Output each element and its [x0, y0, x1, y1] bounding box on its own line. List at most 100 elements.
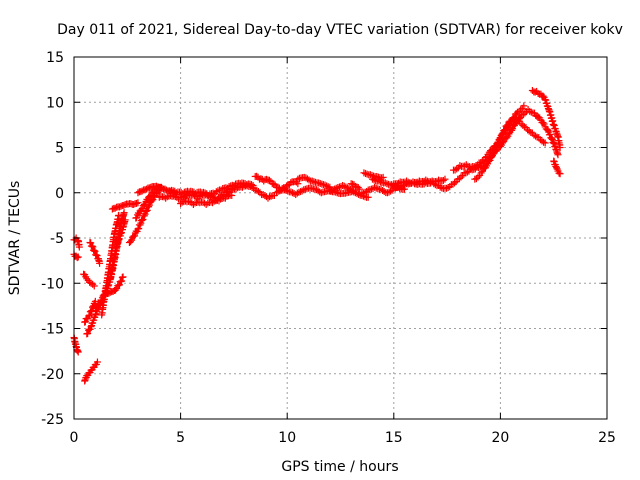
data-point	[148, 197, 156, 205]
data-point	[89, 280, 97, 288]
data-point	[142, 207, 150, 215]
x-tick-label: 10	[278, 430, 296, 446]
data-point	[143, 206, 151, 214]
data-point	[499, 130, 507, 138]
data-point	[192, 190, 200, 198]
chart-title: Day 011 of 2021, Sidereal Day-to-day VTE…	[57, 22, 623, 38]
data-point	[225, 183, 233, 191]
data-point	[331, 185, 339, 193]
y-axis-label: SDTVAR / TECUs	[7, 181, 23, 296]
data-point	[400, 185, 408, 193]
data-point	[511, 116, 519, 124]
y-tick-label: 0	[55, 186, 64, 202]
data-point	[520, 123, 528, 131]
data-point	[317, 189, 325, 197]
data-point	[133, 199, 141, 207]
data-point	[517, 120, 525, 128]
data-point	[488, 153, 496, 161]
data-point	[521, 109, 529, 117]
data-point	[368, 171, 376, 179]
data-point	[75, 243, 83, 251]
data-point	[505, 130, 513, 138]
data-point	[431, 181, 439, 189]
data-point	[371, 183, 379, 191]
data-point	[515, 108, 523, 116]
data-point	[100, 296, 108, 304]
data-point	[73, 254, 81, 262]
data-point	[308, 177, 316, 185]
data-point	[472, 175, 480, 183]
data-point	[453, 165, 461, 173]
data-point	[553, 164, 561, 172]
data-point	[544, 127, 552, 135]
data-point	[527, 108, 535, 116]
data-point	[373, 172, 381, 180]
data-point	[409, 179, 417, 187]
data-point	[74, 348, 82, 356]
data-point	[503, 122, 511, 130]
data-point	[323, 182, 331, 190]
data-point	[128, 236, 136, 244]
data-point	[508, 126, 516, 134]
data-point	[212, 188, 220, 196]
data-point	[541, 139, 549, 147]
data-point	[326, 187, 334, 195]
x-tick-label: 25	[598, 430, 616, 446]
data-point	[200, 188, 208, 196]
data-point	[135, 225, 143, 233]
y-tick-label: -20	[41, 367, 64, 383]
data-point	[439, 176, 447, 184]
data-point	[119, 273, 127, 281]
data-point	[546, 130, 554, 138]
data-point	[395, 179, 403, 187]
y-tick-label: 10	[46, 95, 64, 111]
data-point	[554, 151, 562, 159]
data-point	[548, 134, 556, 142]
data-point	[366, 171, 374, 179]
data-point	[501, 126, 509, 134]
data-point	[488, 152, 496, 160]
data-point	[441, 175, 449, 183]
data-point	[340, 182, 348, 190]
data-point	[126, 238, 134, 246]
data-point	[138, 205, 146, 213]
data-point	[443, 184, 451, 192]
data-point	[539, 119, 547, 127]
data-point	[548, 135, 556, 143]
data-point	[89, 243, 97, 251]
data-point	[284, 187, 292, 195]
y-tick-label: 5	[55, 141, 64, 157]
data-point	[214, 187, 222, 195]
y-tick-label: -10	[41, 276, 64, 292]
data-point	[217, 195, 225, 203]
y-tick-label: -5	[50, 231, 64, 247]
data-point	[321, 181, 329, 189]
data-point	[358, 190, 366, 198]
y-tick-label: 15	[46, 50, 64, 66]
data-point	[436, 183, 444, 191]
data-point	[294, 175, 302, 183]
axis-ticks: 0 5 10 15 20 25 -25 -20 -15 -10 -5 0 5 10 15	[41, 50, 616, 446]
data-point	[254, 188, 262, 196]
data-point	[457, 173, 465, 181]
data-point	[310, 178, 318, 186]
x-axis-label: GPS time / hours	[281, 459, 398, 475]
data-point	[381, 179, 389, 187]
data-point	[171, 187, 179, 195]
data-point	[494, 139, 502, 147]
data-point	[355, 190, 363, 198]
data-point	[362, 170, 370, 178]
data-point	[351, 189, 359, 197]
data-point	[84, 326, 92, 334]
data-point	[185, 197, 193, 205]
data-point	[90, 282, 98, 290]
data-point	[379, 173, 387, 181]
data-point	[383, 189, 391, 197]
x-tick-label: 15	[385, 430, 403, 446]
data-point	[138, 217, 146, 225]
data-point	[228, 191, 236, 199]
data-point	[540, 138, 548, 146]
data-point	[354, 183, 362, 191]
data-point	[96, 259, 104, 267]
data-point	[339, 182, 347, 190]
